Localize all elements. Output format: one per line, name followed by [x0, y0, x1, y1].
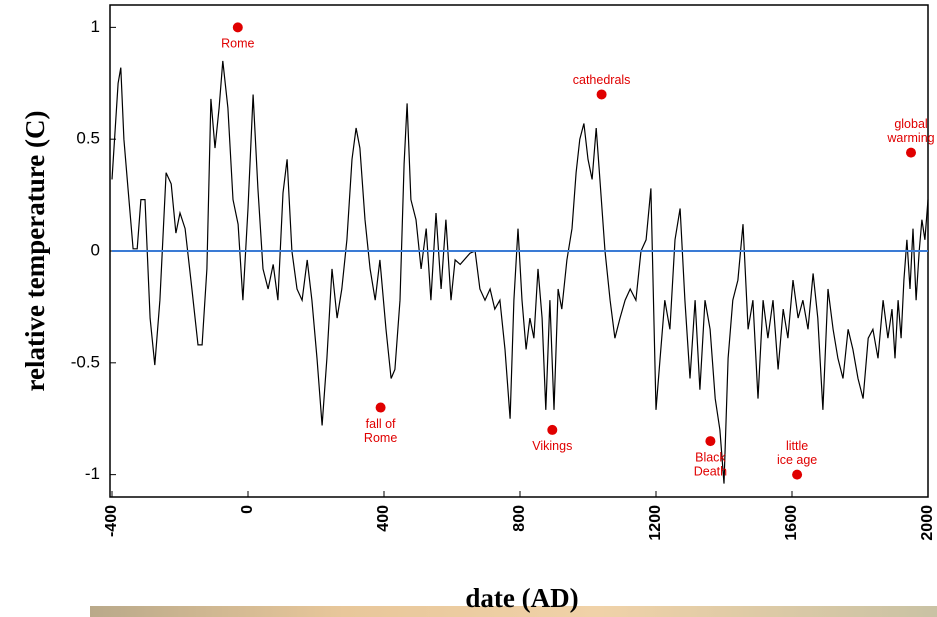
annotation-label: Rome — [364, 431, 397, 445]
y-axis-label: relative temperature (C) — [20, 111, 50, 392]
x-tick-label: 0 — [239, 505, 256, 514]
photo-strip — [90, 606, 937, 617]
annotation-label: global — [894, 117, 927, 131]
annotation-dot — [547, 424, 558, 435]
annotation-label: Black — [695, 450, 726, 464]
annotation-label: warming — [886, 131, 934, 145]
y-tick-label: 1 — [91, 17, 100, 36]
annotation-dot — [375, 402, 386, 413]
annotation-label: fall of — [366, 417, 396, 431]
x-tick-label: -400 — [103, 505, 120, 537]
annotation-label: little — [786, 439, 808, 453]
y-tick-label: 0.5 — [76, 129, 100, 148]
annotation-label: Rome — [221, 37, 254, 51]
y-tick-label: -0.5 — [71, 352, 100, 371]
annotation-label: Death — [694, 464, 727, 478]
x-tick-label: 1200 — [647, 505, 664, 541]
x-tick-label: 2000 — [919, 505, 936, 541]
annotation-dot — [232, 22, 243, 33]
x-tick-label: 800 — [511, 505, 528, 532]
annotation-label: ice age — [777, 453, 817, 467]
annotation-dot — [596, 89, 607, 100]
annotation-label: cathedrals — [573, 73, 631, 87]
x-axis-label: date (AD) — [465, 583, 578, 613]
y-tick-label: -1 — [85, 464, 100, 483]
annotation-dot — [792, 469, 803, 480]
annotation-dot — [705, 436, 716, 447]
x-tick-label: 400 — [375, 505, 392, 532]
annotation-dot — [906, 147, 916, 158]
y-tick-label: 0 — [91, 240, 100, 259]
annotation-label: Vikings — [532, 439, 572, 453]
temperature-line — [111, 60, 929, 484]
x-tick-label: 1600 — [783, 505, 800, 541]
